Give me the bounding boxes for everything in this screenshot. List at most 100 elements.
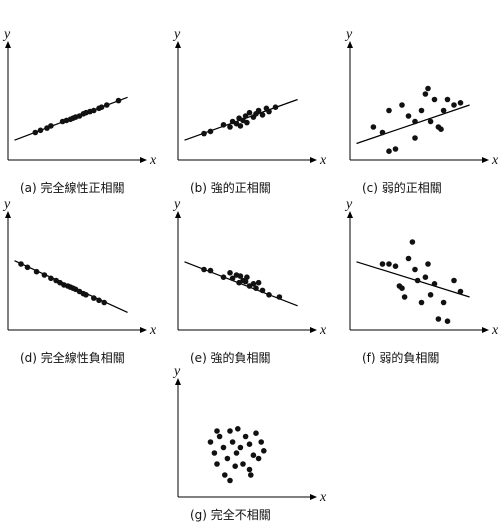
point — [227, 428, 233, 434]
y-arrow — [175, 211, 181, 218]
point — [237, 123, 244, 129]
x-axis-label: x — [149, 323, 157, 338]
point — [244, 119, 250, 126]
point — [414, 277, 421, 284]
point — [244, 274, 250, 281]
point — [229, 439, 236, 445]
point — [246, 109, 253, 116]
point — [425, 261, 431, 267]
point — [451, 102, 457, 108]
point — [104, 102, 110, 108]
y-arrow — [347, 211, 353, 218]
x-axis-label: x — [491, 323, 499, 338]
point — [399, 102, 405, 108]
point — [220, 274, 227, 281]
point — [233, 450, 240, 456]
point — [427, 292, 434, 298]
point — [201, 130, 207, 137]
point — [253, 430, 259, 437]
point — [386, 261, 392, 267]
point — [370, 124, 377, 130]
point — [250, 281, 257, 287]
point — [392, 263, 399, 270]
point — [412, 135, 418, 141]
point — [422, 274, 429, 281]
y-arrow — [5, 41, 11, 48]
point — [253, 285, 259, 292]
point — [207, 267, 214, 274]
x-arrow — [310, 157, 317, 163]
point — [259, 112, 266, 118]
y-axis-label: y — [172, 197, 181, 212]
y-axis-label: y — [344, 197, 353, 212]
y-axis-label: y — [172, 27, 181, 42]
x-axis-label: x — [319, 323, 327, 338]
point — [259, 287, 266, 294]
point — [457, 100, 464, 106]
point — [91, 295, 97, 301]
y-axis-label: y — [2, 197, 11, 212]
point — [418, 107, 425, 114]
x-arrow — [310, 327, 317, 333]
point — [246, 466, 253, 473]
point — [115, 97, 122, 104]
caption: (g) 完全不相關 — [190, 507, 271, 522]
y-arrow — [347, 41, 353, 48]
point — [427, 118, 434, 125]
point — [451, 277, 457, 284]
point — [392, 146, 399, 152]
point — [96, 297, 102, 304]
trend-line — [356, 261, 470, 298]
point — [201, 266, 207, 273]
point — [48, 275, 54, 282]
caption: (e) 強的負相關 — [190, 350, 271, 365]
x-axis-label: x — [319, 490, 327, 505]
caption: (d) 完全線性負相關 — [20, 350, 125, 365]
point — [440, 107, 447, 114]
point — [207, 439, 214, 445]
x-arrow — [482, 327, 489, 333]
point — [224, 455, 231, 462]
point — [242, 433, 249, 440]
point — [386, 148, 392, 154]
point — [266, 108, 272, 115]
point — [220, 122, 227, 128]
caption: (f) 弱的負相關 — [362, 350, 439, 365]
caption: (c) 弱的正相關 — [362, 180, 442, 195]
x-arrow — [310, 494, 317, 500]
point — [237, 273, 244, 279]
y-arrow — [175, 378, 181, 385]
point — [276, 294, 283, 300]
point — [250, 452, 257, 459]
point — [425, 85, 431, 92]
point — [18, 261, 24, 267]
point — [48, 123, 54, 129]
y-axis-label: y — [344, 27, 353, 42]
point — [207, 128, 214, 135]
point — [258, 439, 265, 445]
point — [412, 118, 418, 125]
point — [32, 129, 39, 136]
point — [255, 279, 262, 286]
x-axis-label: x — [319, 153, 327, 168]
point — [266, 292, 272, 298]
point — [37, 127, 44, 134]
point — [214, 461, 220, 467]
y-axis-label: y — [2, 27, 11, 42]
point — [232, 463, 238, 470]
point — [211, 450, 218, 456]
point — [444, 96, 451, 103]
y-axis-label: y — [172, 364, 181, 379]
point — [33, 268, 40, 275]
point — [405, 113, 412, 119]
point — [379, 261, 386, 267]
y-arrow — [5, 211, 11, 218]
point — [83, 292, 89, 298]
point — [237, 444, 244, 451]
point — [242, 278, 249, 285]
caption: (a) 完全線性正相關 — [20, 180, 125, 195]
point — [41, 272, 48, 278]
point — [255, 107, 262, 114]
point — [409, 239, 416, 245]
point — [240, 461, 246, 467]
